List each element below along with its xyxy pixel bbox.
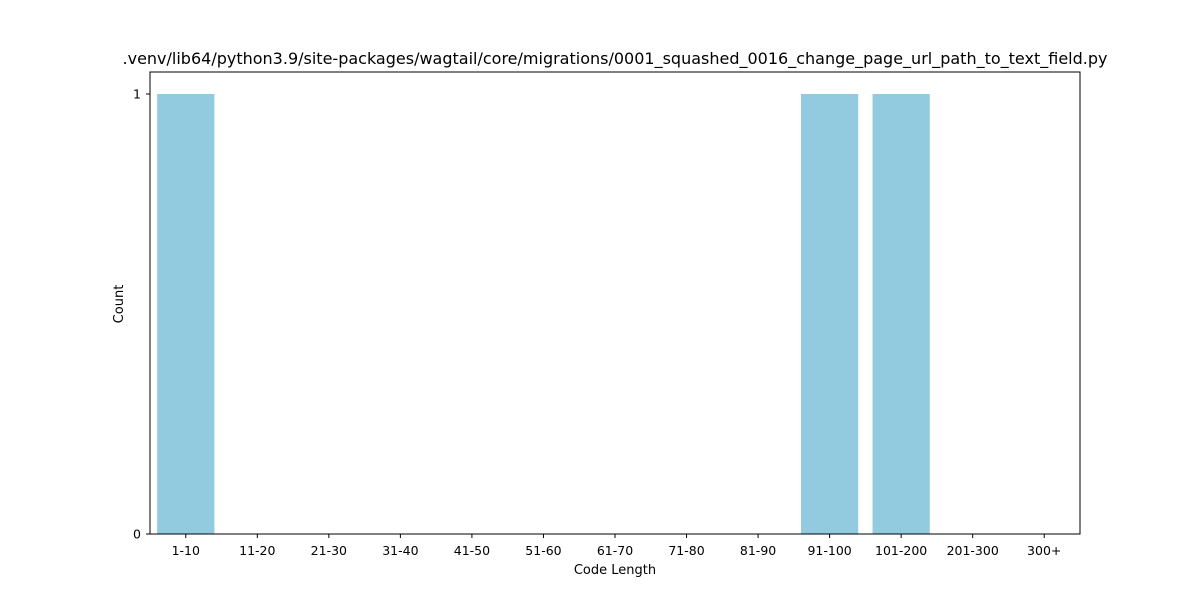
y-axis-ticks: 01 (133, 87, 150, 542)
x-axis-ticks: 1-10 11-20 21-30 31-40 41-50 51-60 61-70 71-80 8… (172, 534, 1061, 558)
bar-101-200 (872, 94, 930, 534)
y-tick-label: 1 (133, 87, 141, 102)
x-axis-label: Code Length (574, 563, 656, 578)
x-tick-label: 51-60 (525, 543, 561, 558)
x-tick-label: 1-10 (172, 543, 200, 558)
x-tick-label: 31-40 (382, 543, 418, 558)
chart-title: .venv/lib64/python3.9/site-packages/wagt… (123, 49, 1108, 69)
x-tick-label: 21-30 (311, 543, 347, 558)
x-tick-label: 81-90 (740, 543, 776, 558)
y-tick-label: 0 (133, 527, 141, 542)
x-tick-label: 91-100 (807, 543, 851, 558)
x-tick-label: 11-20 (239, 543, 275, 558)
x-tick-label: 71-80 (668, 543, 704, 558)
bar-1-10 (157, 94, 215, 534)
bar-91-100 (801, 94, 859, 534)
x-tick-label: 61-70 (597, 543, 633, 558)
x-tick-label: 201-300 (947, 543, 999, 558)
y-axis-label: Count (112, 285, 127, 324)
plot-frame (149, 71, 1081, 535)
x-tick-label: 300+ (1027, 543, 1061, 558)
x-tick-label: 101-200 (875, 543, 927, 558)
x-tick-label: 41-50 (454, 543, 490, 558)
bars-layer (157, 94, 930, 534)
